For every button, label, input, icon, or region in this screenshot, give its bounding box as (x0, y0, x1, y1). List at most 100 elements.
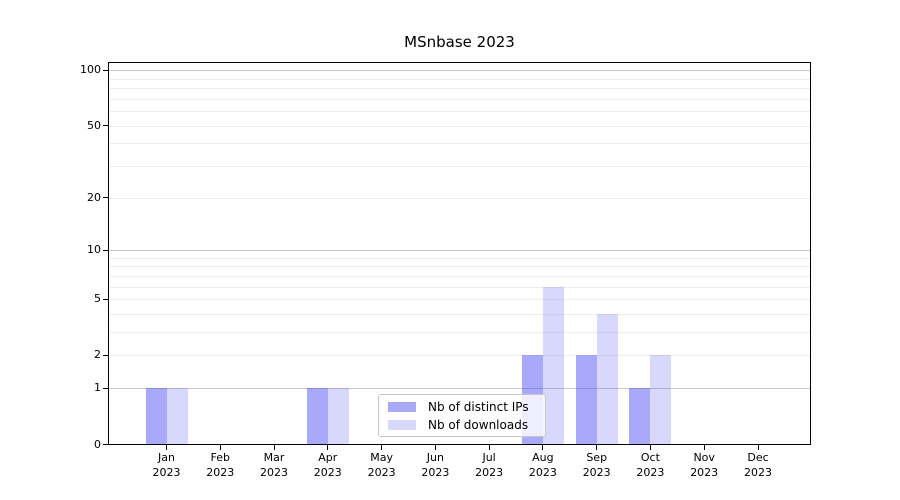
chart-title: MSnbase 2023 (404, 33, 515, 51)
y-tick-label: 1 (94, 381, 101, 395)
gridline-minor (108, 286, 811, 288)
y-tick-label: 20 (87, 190, 101, 204)
x-tick-month: Nov (693, 451, 715, 464)
y-tick-mark (103, 197, 108, 198)
y-tick-label: 0 (94, 437, 101, 451)
x-tick-mark (596, 445, 598, 450)
gridline-minor (108, 143, 811, 145)
x-tick-mark (327, 445, 329, 450)
x-tick-mark (434, 445, 436, 450)
x-tick-mark (166, 445, 167, 450)
x-tick-month: Dec (747, 451, 769, 464)
x-tick-label: Oct 2023 (623, 450, 677, 480)
x-tick-label: Jul 2023 (462, 450, 516, 480)
gridline-minor (108, 275, 811, 277)
x-tick-mark (273, 445, 275, 450)
y-tick-label: 2 (94, 348, 101, 362)
gridline-minor (108, 355, 811, 357)
gridline-minor (108, 78, 811, 80)
plot-area (108, 62, 811, 445)
x-tick-year: 2023 (582, 466, 611, 479)
bar-aug-series1 (542, 286, 564, 445)
y-tick-mark (103, 444, 108, 445)
x-tick-year: 2023 (206, 466, 235, 479)
x-tick-month: Oct (640, 451, 660, 464)
x-tick-label: Aug 2023 (516, 450, 570, 480)
legend-item: Nb of downloads (388, 418, 545, 432)
x-tick-label: May 2023 (355, 450, 409, 480)
gridline-major (108, 70, 811, 72)
legend-item: Nb of distinct IPs (388, 400, 545, 414)
legend: Nb of distinct IPs Nb of downloads (378, 394, 546, 437)
x-tick-year: 2023 (313, 466, 342, 479)
gridline-major (108, 250, 811, 251)
gridline-minor (108, 111, 811, 112)
y-tick-mark (103, 69, 108, 71)
x-tick-label: Jan 2023 (140, 450, 194, 480)
y-tick-mark (103, 298, 108, 300)
legend-swatch (388, 401, 416, 412)
bar-oct-series1 (650, 355, 672, 445)
x-tick-month: Jan (158, 451, 175, 464)
x-tick-label: Dec 2023 (731, 450, 785, 480)
y-tick-label: 10 (87, 243, 101, 256)
gridline-minor (108, 197, 811, 199)
bar-jan-series0 (145, 388, 167, 445)
x-tick-mark (488, 445, 490, 450)
y-tick-mark (103, 249, 108, 251)
x-tick-month: Mar (263, 451, 285, 464)
legend-label: Nb of distinct IPs (428, 399, 529, 414)
bar-sep-series1 (596, 313, 618, 445)
x-tick-year: 2023 (367, 466, 396, 479)
gridline-minor (108, 332, 811, 333)
x-tick-month: Feb (210, 451, 231, 464)
x-tick-mark (381, 445, 383, 450)
x-tick-month: Aug (532, 451, 554, 464)
x-tick-year: 2023 (744, 466, 772, 479)
x-tick-year: 2023 (475, 466, 504, 479)
bar-sep-series0 (575, 355, 597, 445)
x-tick-year: 2023 (260, 466, 288, 479)
x-tick-month: Jul (482, 451, 496, 464)
x-tick-year: 2023 (636, 466, 665, 479)
x-tick-mark (649, 445, 651, 450)
y-tick-label: 5 (94, 292, 101, 306)
x-tick-year: 2023 (152, 466, 181, 479)
y-tick-mark (103, 125, 108, 126)
y-tick-mark (103, 354, 108, 356)
gridline-minor (108, 299, 811, 301)
bar-apr-series1 (327, 388, 349, 445)
bar-jan-series1 (166, 388, 188, 445)
x-tick-label: Nov 2023 (677, 450, 731, 480)
x-tick-label: Mar 2023 (247, 450, 301, 480)
legend-label: Nb of downloads (428, 417, 529, 432)
x-tick-month: Sep (586, 451, 608, 464)
gridline-minor (108, 313, 811, 315)
x-tick-mark (542, 445, 544, 450)
gridline-minor (108, 98, 811, 100)
gridline-minor (108, 257, 811, 259)
gridline-minor (108, 88, 811, 89)
y-tick-label: 100 (80, 63, 101, 77)
bar-apr-series0 (306, 388, 328, 445)
x-tick-label: Feb 2023 (193, 450, 247, 480)
gridline-minor (108, 125, 811, 127)
gridline-major (108, 388, 811, 390)
legend-swatch (388, 419, 416, 430)
x-tick-mark (703, 445, 705, 450)
x-tick-label: Sep 2023 (570, 450, 624, 480)
y-tick-mark (103, 387, 108, 389)
x-tick-mark (757, 445, 759, 450)
x-tick-year: 2023 (421, 466, 450, 479)
y-tick-label: 50 (87, 118, 101, 132)
bar-oct-series0 (629, 388, 651, 445)
x-tick-label: Jun 2023 (408, 450, 462, 480)
gridline-minor (108, 165, 811, 167)
gridline-minor (108, 266, 811, 268)
x-tick-month: Jun (426, 451, 444, 464)
x-tick-month: Apr (318, 451, 338, 464)
x-tick-mark (219, 445, 221, 450)
x-tick-month: May (370, 451, 393, 464)
x-tick-year: 2023 (690, 466, 719, 479)
